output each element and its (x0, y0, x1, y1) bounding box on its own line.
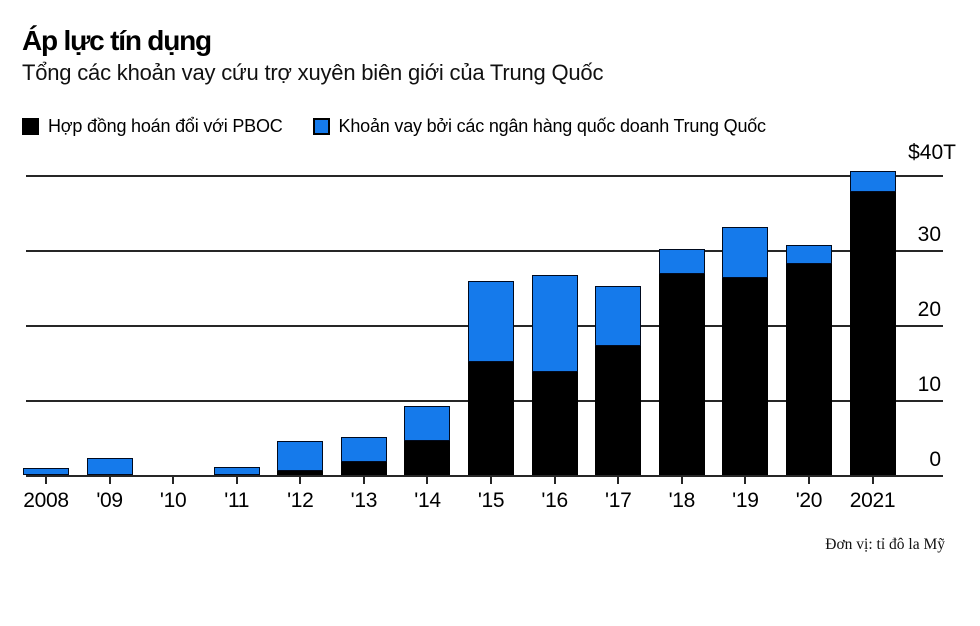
bar-20 (785, 244, 832, 476)
x-axis-label-16: '16 (541, 489, 568, 512)
bar-segment-state-bank-loans (658, 248, 705, 274)
x-axis-label-09: '09 (96, 489, 123, 512)
bar-14 (404, 405, 451, 476)
bar-segment-pboc-swaps (595, 345, 642, 476)
x-axis-tick-15 (490, 476, 493, 484)
x-axis-label-20: '20 (795, 489, 823, 512)
x-axis-label-2021: 2021 (849, 489, 896, 512)
bar-segment-state-bank-loans (86, 458, 133, 476)
y-tick-label-20: 20 (917, 297, 941, 321)
bar-segment-pboc-swaps (531, 372, 578, 476)
x-axis-label-19: '19 (732, 489, 759, 512)
legend-swatch-black-icon (22, 118, 39, 135)
y-tick-label-0: 0 (929, 447, 941, 471)
bar-2021 (849, 170, 896, 476)
bar-19 (722, 226, 769, 476)
bar-segment-state-bank-loans (213, 467, 260, 476)
gridline-40 (26, 174, 943, 177)
bar-11 (213, 467, 260, 476)
page-subtitle: Tổng các khoản vay cứu trợ xuyên biên gi… (22, 60, 604, 85)
x-axis-tick-13 (362, 476, 365, 484)
y-tick-label-30: 30 (917, 222, 941, 246)
bar-16 (531, 274, 578, 476)
gridline-0 (26, 474, 943, 477)
x-axis-label-11: '11 (224, 489, 250, 512)
unit-footnote: Đơn vị: tỉ đô la Mỹ (825, 536, 945, 553)
legend-item-pboc-swaps: Hợp đồng hoán đổi với PBOC (22, 116, 283, 137)
bar-segment-state-bank-loans (849, 170, 896, 192)
x-axis-tick-2021 (871, 476, 874, 484)
x-axis-label-14: '14 (414, 489, 441, 512)
bar-segment-state-bank-loans (531, 274, 578, 373)
bar-segment-pboc-swaps (785, 263, 832, 476)
x-axis-tick-12 (299, 476, 302, 484)
x-axis-tick-19 (744, 476, 747, 484)
x-axis-label-18: '18 (668, 489, 696, 512)
legend-label-pboc-swaps: Hợp đồng hoán đổi với PBOC (48, 116, 283, 136)
bar-segment-state-bank-loans (722, 226, 769, 278)
x-axis-tick-16 (553, 476, 556, 484)
x-axis-tick-18 (680, 476, 683, 484)
bar-segment-state-bank-loans (468, 280, 515, 362)
x-axis-label-17: '17 (604, 489, 632, 512)
x-axis-label-13: '13 (350, 489, 378, 512)
x-axis-label-10: '10 (159, 489, 187, 512)
x-axis-label-15: '15 (477, 489, 505, 512)
page-title: Áp lực tín dụng (22, 25, 212, 56)
bar-segment-pboc-swaps (277, 470, 324, 476)
x-axis-tick-2008 (45, 476, 47, 484)
x-axis-label-12: '12 (287, 489, 314, 512)
bar-12 (277, 441, 324, 476)
x-axis-tick-17 (617, 476, 620, 484)
bar-segment-pboc-swaps (340, 462, 387, 476)
bar-segment-pboc-swaps (722, 277, 769, 476)
bar-segment-pboc-swaps (849, 191, 896, 476)
bar-segment-state-bank-loans (277, 441, 324, 471)
bar-segment-state-bank-loans (785, 244, 832, 264)
bar-segment-state-bank-loans (340, 436, 387, 462)
x-axis-tick-20 (807, 476, 810, 484)
x-axis-tick-11 (235, 476, 238, 484)
gridline-30 (26, 249, 943, 252)
y-axis-top-label: $40T (908, 141, 956, 164)
x-axis-tick-10 (172, 476, 175, 484)
bar-13 (340, 436, 387, 476)
bar-segment-state-bank-loans (404, 405, 451, 442)
bar-15 (468, 280, 515, 476)
x-axis-tick-09 (108, 476, 111, 484)
bar-segment-pboc-swaps (468, 361, 515, 476)
legend-item-state-bank-loans: Khoản vay bởi các ngân hàng quốc doanh T… (312, 116, 767, 137)
legend-swatch-blue-icon (312, 118, 330, 135)
bar-2008 (23, 468, 69, 476)
x-axis-label-2008: 2008 (23, 489, 69, 512)
legend-label-state-bank-loans: Khoản vay bởi các ngân hàng quốc doanh T… (338, 116, 767, 136)
bar-segment-pboc-swaps (404, 441, 451, 476)
bar-18 (658, 248, 705, 476)
x-axis-tick-14 (426, 476, 429, 484)
bar-09 (86, 458, 133, 476)
bar-segment-state-bank-loans (23, 468, 69, 476)
bar-segment-pboc-swaps (658, 274, 705, 476)
y-tick-label-10: 10 (917, 372, 941, 396)
bar-segment-state-bank-loans (595, 286, 642, 346)
bar-17 (595, 286, 642, 476)
legend: Hợp đồng hoán đổi với PBOC Khoản vay bởi… (22, 116, 766, 137)
